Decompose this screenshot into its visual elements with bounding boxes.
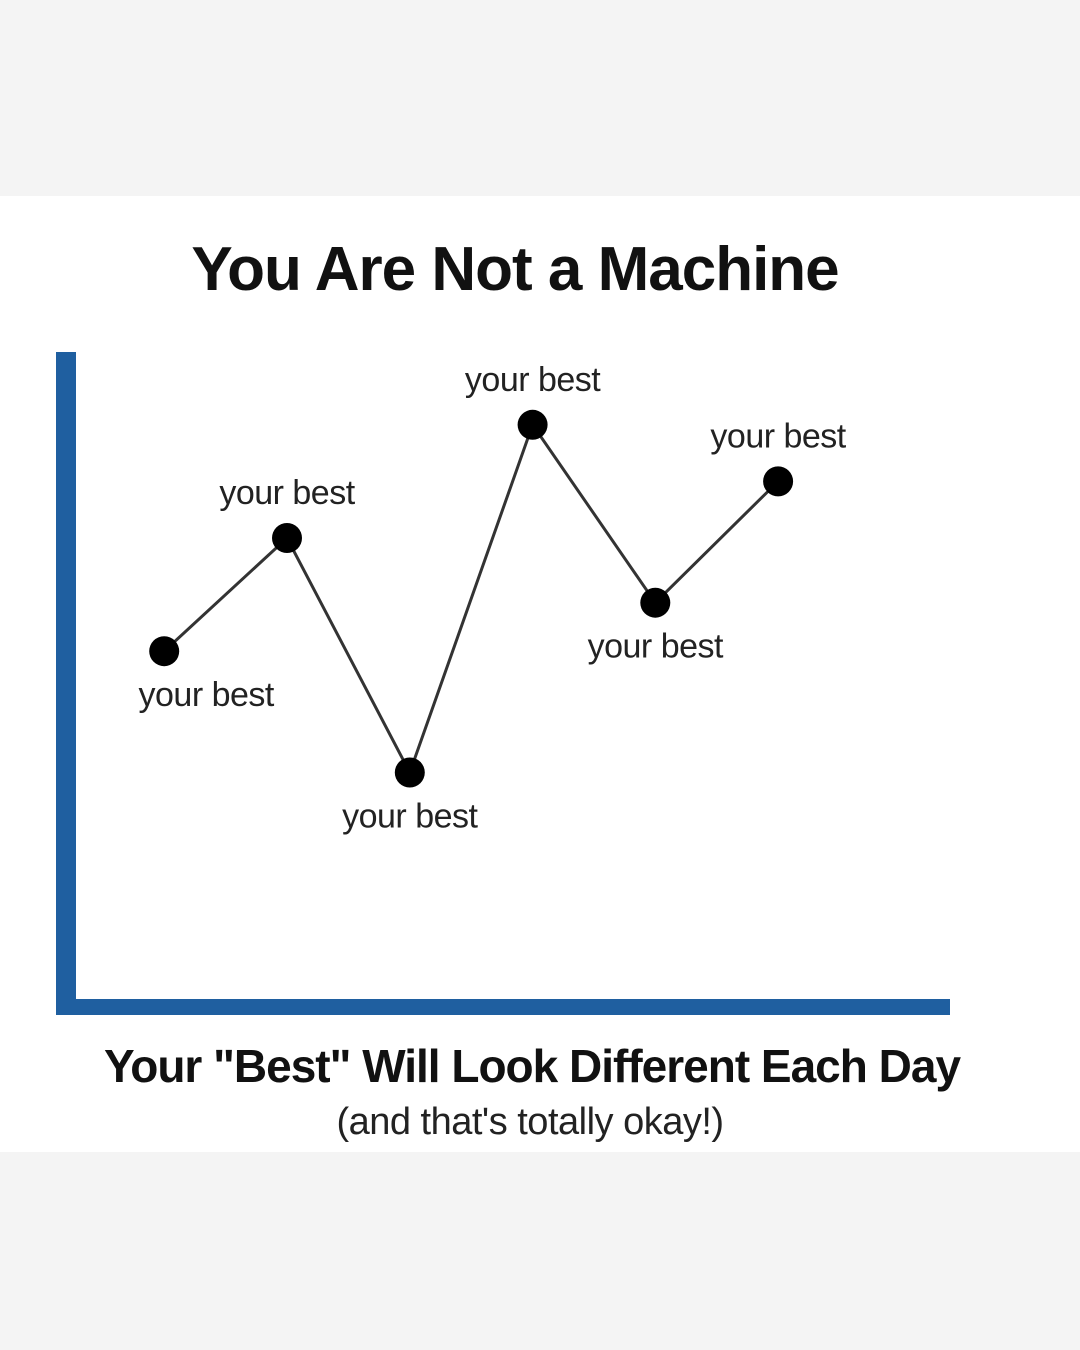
data-point — [640, 587, 671, 618]
data-point — [394, 757, 425, 788]
data-point — [517, 409, 548, 440]
point-label: your best — [588, 628, 724, 666]
data-point — [763, 466, 794, 497]
point-labels: your best your best your best your best your… — [139, 361, 848, 836]
chart-subtitle: Your "Best" Will Look Different Each Day — [104, 1040, 961, 1092]
point-label: your best — [139, 676, 275, 714]
point-label: your best — [219, 474, 355, 512]
point-label: your best — [465, 361, 601, 399]
chart-card — [0, 196, 1080, 1152]
data-point — [272, 523, 302, 553]
series-line — [163, 421, 780, 777]
chart-caption: (and that's totally okay!) — [336, 1101, 723, 1143]
point-label: your best — [710, 417, 846, 455]
series-layer — [149, 409, 794, 788]
chart-title: You Are Not a Machine — [191, 235, 838, 304]
point-label: your best — [342, 798, 478, 836]
data-point — [149, 636, 180, 667]
